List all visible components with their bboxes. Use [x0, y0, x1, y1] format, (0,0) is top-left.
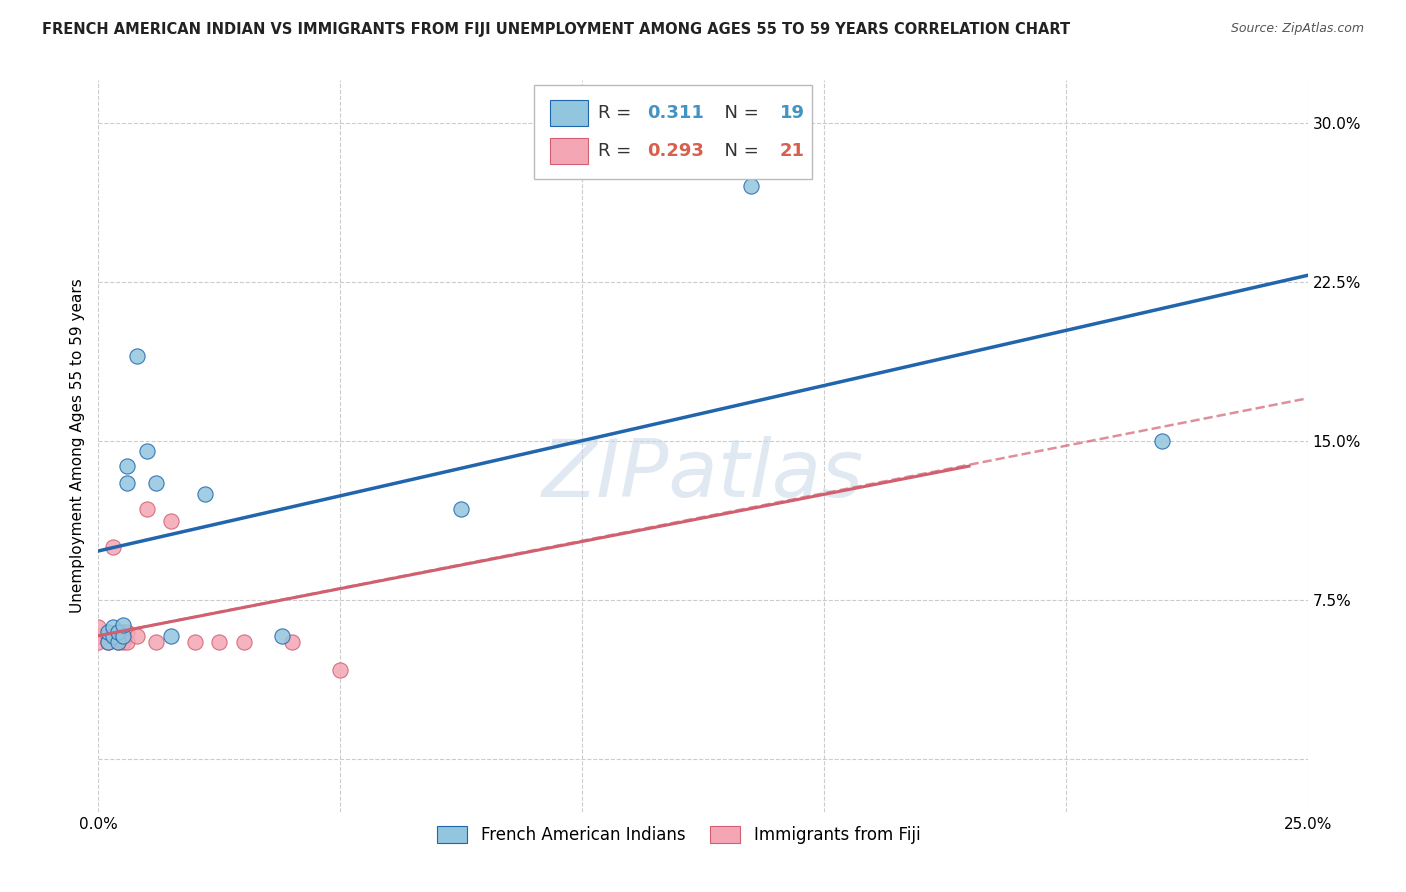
- Text: FRENCH AMERICAN INDIAN VS IMMIGRANTS FROM FIJI UNEMPLOYMENT AMONG AGES 55 TO 59 : FRENCH AMERICAN INDIAN VS IMMIGRANTS FRO…: [42, 22, 1070, 37]
- Text: ZIPatlas: ZIPatlas: [541, 436, 865, 515]
- Legend: French American Indians, Immigrants from Fiji: French American Indians, Immigrants from…: [430, 820, 927, 851]
- Point: [127, 629, 149, 643]
- Text: Source: ZipAtlas.com: Source: ZipAtlas.com: [1230, 22, 1364, 36]
- Point: [117, 624, 139, 639]
- Point: [111, 629, 134, 643]
- Point: [135, 444, 157, 458]
- Text: R =: R =: [599, 104, 637, 122]
- Text: N =: N =: [713, 142, 765, 161]
- Point: [160, 514, 183, 528]
- Point: [111, 635, 134, 649]
- Point: [87, 620, 110, 634]
- Point: [329, 663, 352, 677]
- Point: [271, 629, 294, 643]
- Point: [184, 635, 207, 649]
- Point: [107, 624, 129, 639]
- Point: [117, 459, 139, 474]
- Point: [97, 624, 120, 639]
- Point: [97, 635, 120, 649]
- Point: [101, 620, 124, 634]
- Point: [101, 540, 124, 554]
- Point: [107, 635, 129, 649]
- Text: 19: 19: [780, 104, 804, 122]
- Point: [107, 629, 129, 643]
- Point: [111, 624, 134, 639]
- Point: [135, 501, 157, 516]
- Point: [97, 635, 120, 649]
- Point: [450, 501, 472, 516]
- Point: [101, 629, 124, 643]
- Point: [281, 635, 304, 649]
- Point: [87, 635, 110, 649]
- Text: R =: R =: [599, 142, 637, 161]
- Point: [145, 476, 167, 491]
- Point: [111, 618, 134, 632]
- Y-axis label: Unemployment Among Ages 55 to 59 years: Unemployment Among Ages 55 to 59 years: [69, 278, 84, 614]
- Point: [160, 629, 183, 643]
- Point: [107, 635, 129, 649]
- Point: [97, 629, 120, 643]
- Text: N =: N =: [713, 104, 765, 122]
- Text: 0.293: 0.293: [647, 142, 703, 161]
- Point: [87, 629, 110, 643]
- FancyBboxPatch shape: [550, 138, 588, 164]
- Text: 0.311: 0.311: [647, 104, 703, 122]
- Point: [117, 476, 139, 491]
- FancyBboxPatch shape: [534, 86, 811, 179]
- Point: [1152, 434, 1174, 448]
- Point: [127, 349, 149, 363]
- Text: 21: 21: [780, 142, 804, 161]
- Point: [145, 635, 167, 649]
- FancyBboxPatch shape: [550, 100, 588, 126]
- Point: [194, 486, 217, 500]
- Point: [117, 635, 139, 649]
- Point: [232, 635, 254, 649]
- Point: [208, 635, 231, 649]
- Point: [740, 179, 762, 194]
